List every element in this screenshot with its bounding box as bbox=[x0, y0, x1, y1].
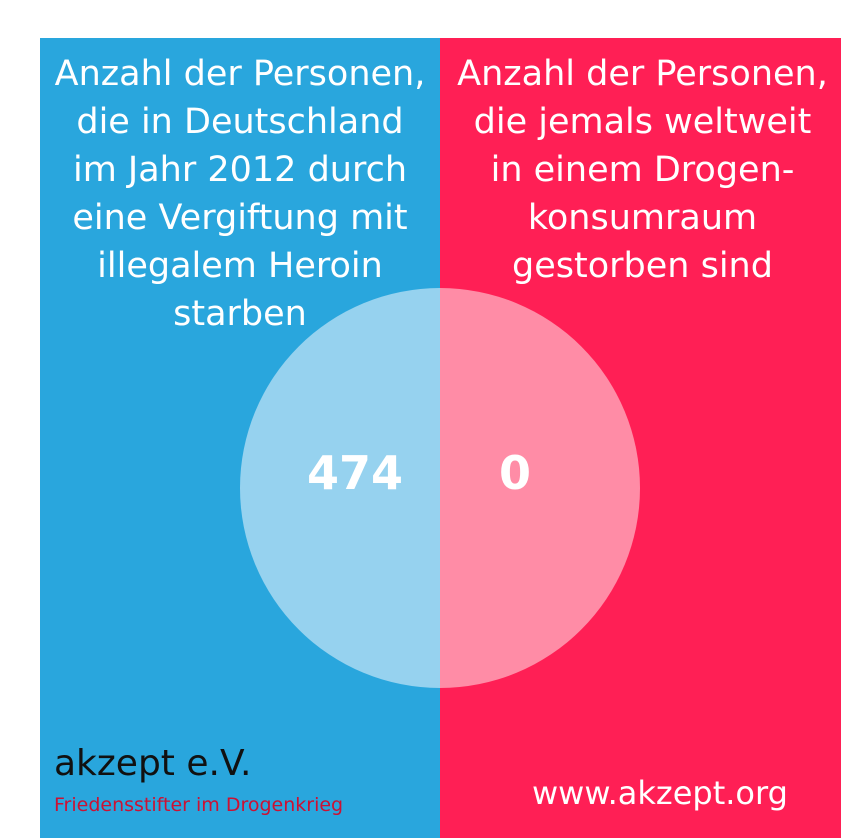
org-tagline: Friedensstifter im Drogenkrieg bbox=[54, 794, 344, 816]
left-count: 474 bbox=[306, 446, 404, 500]
org-name: akzept e.V. bbox=[54, 743, 252, 784]
right-count: 0 bbox=[498, 446, 531, 500]
right-heading: Anzahl der Personen, die jemals weltweit… bbox=[457, 54, 828, 286]
org-url: www.akzept.org bbox=[532, 774, 788, 812]
left-heading: Anzahl der Personen, die in Deutschland … bbox=[54, 54, 426, 334]
